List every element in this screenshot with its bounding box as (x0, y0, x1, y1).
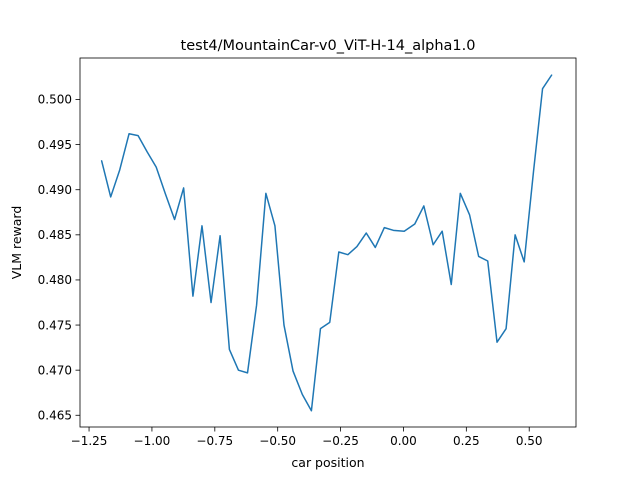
data-point (337, 250, 340, 253)
data-point (301, 393, 304, 396)
data-point (292, 370, 295, 373)
data-point (550, 74, 553, 77)
data-point (146, 150, 149, 153)
data-point (441, 230, 444, 233)
data-point (496, 341, 499, 344)
y-tick-label: 0.495 (38, 138, 72, 152)
data-point (403, 230, 406, 233)
data-point (413, 223, 416, 226)
data-point (164, 193, 167, 196)
data-point (255, 304, 258, 307)
data-point (365, 232, 368, 235)
data-point (282, 324, 285, 327)
data-point (228, 348, 231, 351)
data-point (468, 213, 471, 216)
data-point (264, 192, 267, 195)
series-line (100, 74, 553, 412)
x-tick-label: 0.00 (390, 434, 417, 448)
y-tick-label: 0.470 (38, 363, 72, 377)
data-point (450, 283, 453, 286)
data-point (219, 234, 222, 237)
data-point (273, 224, 276, 227)
x-tick-label: −1.25 (71, 434, 108, 448)
y-tick-label: 0.485 (38, 228, 72, 242)
x-tick-label: −1.00 (134, 434, 171, 448)
data-point (109, 195, 112, 198)
plot-area (100, 74, 553, 413)
data-points (100, 74, 553, 413)
data-point (191, 295, 194, 298)
data-point (328, 321, 331, 324)
data-point (173, 218, 176, 221)
data-point (200, 224, 203, 227)
data-point (374, 246, 377, 249)
x-tick-label: 0.50 (516, 434, 543, 448)
y-axis-ticks: 0.465 0.470 0.475 0.480 0.485 0.490 0.495 0.500 (38, 93, 80, 422)
data-point (523, 260, 526, 263)
y-axis-label: VLM reward (9, 206, 24, 280)
data-point (505, 327, 508, 330)
data-point (514, 233, 517, 236)
data-point (100, 159, 103, 162)
data-point (310, 409, 313, 412)
data-point (477, 255, 480, 258)
data-point (541, 87, 544, 90)
y-tick-label: 0.490 (38, 183, 72, 197)
y-tick-label: 0.480 (38, 273, 72, 287)
data-point (237, 369, 240, 372)
x-tick-label: −0.25 (322, 434, 359, 448)
y-tick-label: 0.500 (38, 93, 72, 107)
data-point (118, 168, 121, 171)
y-tick-label: 0.475 (38, 318, 72, 332)
data-point (246, 371, 249, 374)
x-axis-ticks: −1.25 −1.00 −0.75 −0.50 −0.25 0.00 0.25 0.50 (71, 427, 543, 448)
data-point (392, 229, 395, 232)
x-tick-label: −0.75 (196, 434, 233, 448)
data-point (210, 301, 213, 304)
x-axis-label: car position (291, 455, 364, 470)
axes-frame (79, 57, 577, 428)
data-point (182, 186, 185, 189)
data-point (459, 192, 462, 195)
y-tick-label: 0.465 (38, 408, 72, 422)
data-point (346, 253, 349, 256)
data-point (432, 243, 435, 246)
data-point (355, 245, 358, 248)
data-point (137, 134, 140, 137)
chart-title: test4/MountainCar-v0_ViT-H-14_alpha1.0 (181, 38, 476, 54)
x-tick-label: 0.25 (453, 434, 480, 448)
data-point (486, 260, 489, 263)
data-point (319, 327, 322, 330)
data-point (383, 226, 386, 229)
x-tick-label: −0.50 (259, 434, 296, 448)
data-point (422, 204, 425, 207)
data-point (532, 170, 535, 173)
data-point (128, 132, 131, 135)
data-point (155, 166, 158, 169)
